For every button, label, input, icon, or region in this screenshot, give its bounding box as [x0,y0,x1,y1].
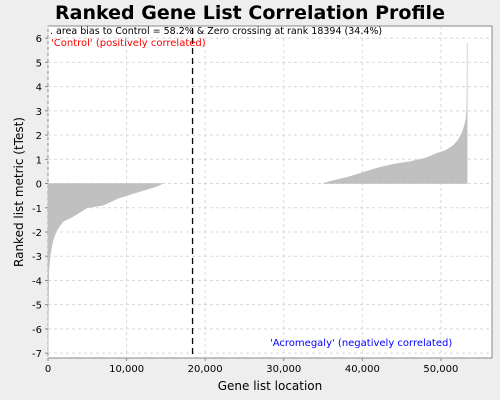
y-tick-label: -4 [32,276,42,287]
y-tick-label: -6 [32,325,42,336]
series-area-1 [322,42,468,184]
x-axis-ticks: 0 10,000 20,000 30,000 40,000 50,000 [45,358,458,375]
y-tick-label: -1 [32,204,42,215]
chart-title: Ranked Gene List Correlation Profile [55,2,445,24]
y-axis-ticks: 6 5 4 3 2 1 0 -1 -2 -3 -4 -5 -6 -7 [32,34,48,360]
x-tick-label: 20,000 [188,364,223,375]
x-tick-label: 30,000 [266,364,301,375]
y-tick-label: 0 [36,180,42,191]
positive-correlation-label: 'Control' (positively correlated) [51,38,206,49]
y-axis-label: Ranked list metric (tTest) [12,117,26,267]
y-tick-label: 2 [36,131,42,142]
grid-lines [47,26,492,358]
x-axis-label: Gene list location [218,379,323,393]
stats-annotation: . area bias to Control = 58.2% & Zero cr… [50,26,382,37]
y-tick-label: 1 [36,155,42,166]
y-tick-label: 5 [36,58,42,69]
x-tick-label: 50,000 [423,364,458,375]
x-tick-label: 0 [45,364,51,375]
negative-correlation-label: 'Acromegaly' (negatively correlated) [270,338,452,349]
y-tick-label: -2 [32,228,42,239]
data-areas [47,42,468,354]
y-tick-label: -5 [32,301,42,312]
y-tick-label: -3 [32,252,42,263]
x-tick-label: 10,000 [109,364,144,375]
y-tick-label: 6 [36,34,42,45]
y-tick-label: 4 [36,83,42,94]
series-area-0 [47,183,163,354]
x-tick-label: 40,000 [345,364,380,375]
y-tick-label: 3 [36,107,42,118]
y-tick-label: -7 [32,349,42,360]
